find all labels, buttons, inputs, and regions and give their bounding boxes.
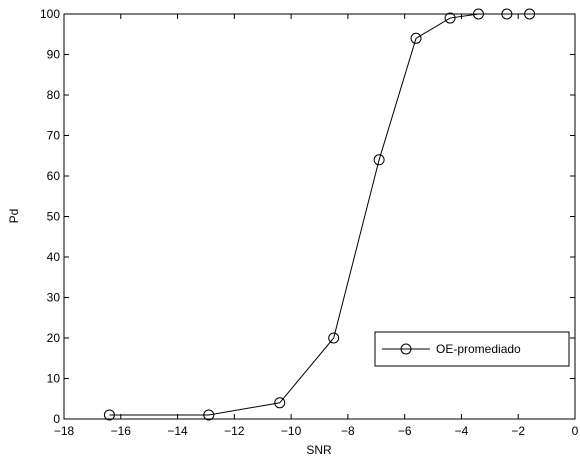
x-axis-label: SNR bbox=[306, 443, 332, 457]
data-point bbox=[203, 409, 215, 421]
x-tick-label: −12 bbox=[224, 424, 245, 438]
x-tick-label: 0 bbox=[572, 424, 579, 438]
data-point bbox=[472, 8, 484, 20]
data-point bbox=[373, 154, 385, 166]
series-layer bbox=[103, 8, 536, 421]
x-tick-label: −18 bbox=[54, 424, 75, 438]
y-axis: 0 10 20 30 40 50 60 70 80 90 100 bbox=[40, 7, 575, 426]
data-point bbox=[274, 397, 286, 409]
x-tick-label: −6 bbox=[398, 424, 412, 438]
y-tick-label: 10 bbox=[47, 372, 61, 386]
legend-label: OE-promediado bbox=[436, 342, 521, 356]
y-tick-label: 50 bbox=[47, 210, 61, 224]
y-tick-label: 90 bbox=[47, 48, 61, 62]
legend-marker bbox=[400, 343, 412, 355]
x-tick-label: −16 bbox=[111, 424, 132, 438]
y-tick-label: 80 bbox=[47, 88, 61, 102]
y-tick-label: 70 bbox=[47, 129, 61, 143]
x-tick-label: −14 bbox=[167, 424, 188, 438]
x-tick-label: −8 bbox=[341, 424, 355, 438]
data-point bbox=[524, 8, 536, 20]
y-tick-label: 30 bbox=[47, 291, 61, 305]
y-tick-label: 40 bbox=[47, 250, 61, 264]
data-point bbox=[501, 8, 513, 20]
y-tick-label: 20 bbox=[47, 331, 61, 345]
x-tick-label: −10 bbox=[281, 424, 302, 438]
data-point bbox=[410, 32, 422, 44]
y-tick-label: 0 bbox=[53, 412, 60, 426]
y-tick-label: 100 bbox=[40, 7, 60, 21]
x-tick-label: −2 bbox=[511, 424, 525, 438]
x-tick-label: −4 bbox=[455, 424, 469, 438]
y-tick-label: 60 bbox=[47, 169, 61, 183]
data-point bbox=[328, 332, 340, 344]
data-point bbox=[103, 409, 115, 421]
legend: OE-promediado bbox=[374, 331, 570, 367]
data-point bbox=[444, 12, 456, 24]
series-line bbox=[109, 13, 530, 416]
y-axis-label: Pd bbox=[7, 209, 21, 224]
